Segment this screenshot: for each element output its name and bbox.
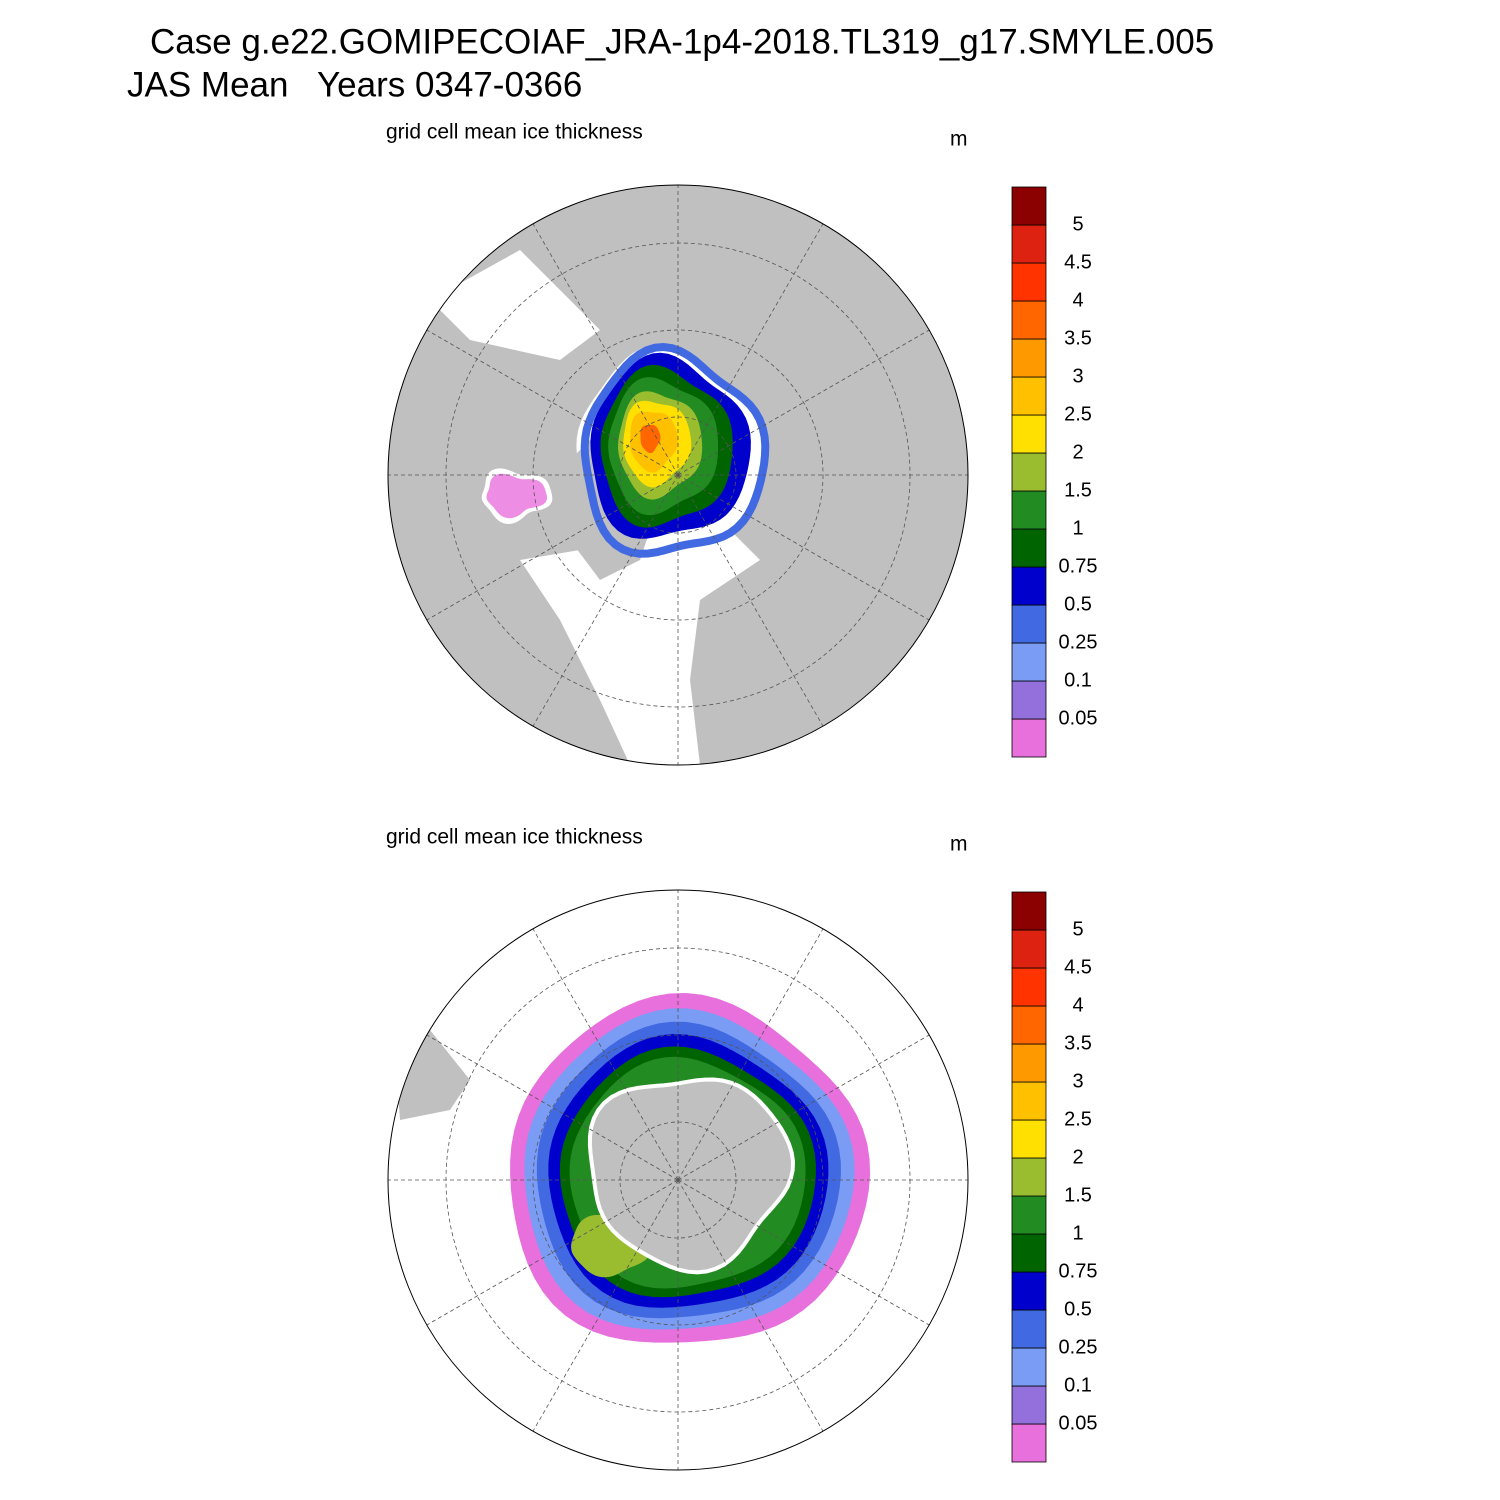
colorbar-box bbox=[1011, 680, 1047, 720]
graticule-meridian bbox=[532, 1179, 679, 1432]
colorbar-box bbox=[1011, 1385, 1047, 1425]
north-pacific bbox=[430, 250, 600, 360]
colorbar-label: 4.5 bbox=[1064, 956, 1092, 978]
units-label: m bbox=[950, 128, 968, 151]
colorbar-label: 0.05 bbox=[1059, 1412, 1098, 1434]
colorbar-label: 3 bbox=[1072, 1070, 1083, 1092]
map-body bbox=[388, 185, 968, 765]
colorbar-box bbox=[1011, 1423, 1047, 1463]
colorbar-box bbox=[1011, 1309, 1047, 1349]
colorbar-label: 3 bbox=[1072, 365, 1083, 387]
graticule-meridian bbox=[677, 1034, 930, 1181]
colorbar-label: 5 bbox=[1072, 918, 1083, 940]
colorbar-label: 4.5 bbox=[1064, 251, 1092, 273]
panel-title: grid cell mean ice thickness bbox=[386, 826, 643, 849]
colorbar-label: 3.5 bbox=[1064, 1032, 1092, 1054]
antarctica bbox=[587, 1077, 796, 1275]
colorbar-box bbox=[1011, 566, 1047, 606]
colorbar-box bbox=[1011, 186, 1047, 226]
colorbar-box bbox=[1011, 718, 1047, 758]
map bbox=[387, 889, 969, 1471]
colorbar-label: 0.1 bbox=[1064, 1374, 1092, 1396]
colorbar-label: 0.25 bbox=[1059, 631, 1098, 653]
colorbar-box bbox=[1011, 338, 1047, 378]
colorbar-box bbox=[1011, 224, 1047, 264]
graticule-parallel bbox=[445, 242, 911, 708]
graticule-meridian bbox=[426, 474, 679, 621]
graticule-meridian bbox=[532, 928, 679, 1181]
map-body bbox=[388, 890, 968, 1470]
graticule-parallel bbox=[619, 1121, 737, 1239]
colorbar-box bbox=[1011, 1195, 1047, 1235]
title-line-2: JAS Mean Years 0347-0366 bbox=[127, 65, 582, 104]
colorbar-label: 1.5 bbox=[1064, 479, 1092, 501]
graticule-meridian bbox=[426, 1034, 679, 1181]
colorbar-box bbox=[1011, 414, 1047, 454]
graticule-parallel bbox=[532, 329, 824, 621]
colorbar-label: 0.5 bbox=[1064, 593, 1092, 615]
colorbar-box bbox=[1011, 1347, 1047, 1387]
colorbar-label: 0.75 bbox=[1059, 1260, 1098, 1282]
colorbar-label: 1 bbox=[1072, 517, 1083, 539]
graticule-meridian bbox=[532, 474, 679, 727]
colorbar-label: 1.5 bbox=[1064, 1184, 1092, 1206]
colorbar-label: 2 bbox=[1072, 1146, 1083, 1168]
graticule-meridian bbox=[677, 1179, 930, 1326]
colorbar-label: 0.75 bbox=[1059, 555, 1098, 577]
colorbar-label: 2.5 bbox=[1064, 403, 1092, 425]
colorbar-label: 0.5 bbox=[1064, 1298, 1092, 1320]
map bbox=[387, 184, 969, 766]
graticule-meridian bbox=[532, 223, 679, 476]
colorbar-box bbox=[1011, 891, 1047, 931]
colorbar-label: 0.25 bbox=[1059, 1336, 1098, 1358]
colorbar-label: 5 bbox=[1072, 213, 1083, 235]
graticule-meridian bbox=[426, 329, 679, 476]
graticule-parallel bbox=[619, 416, 737, 534]
colorbar-label: 4 bbox=[1072, 289, 1083, 311]
ice-contour bbox=[640, 424, 661, 454]
graticule-parallel bbox=[445, 947, 911, 1413]
colorbar-box bbox=[1011, 528, 1047, 568]
colorbar-label: 3.5 bbox=[1064, 327, 1092, 349]
colorbar-box bbox=[1011, 604, 1047, 644]
colorbar-box bbox=[1011, 262, 1047, 302]
colorbar-box bbox=[1011, 1081, 1047, 1121]
ice-edge bbox=[580, 342, 770, 558]
colorbar-box bbox=[1011, 1157, 1047, 1197]
colorbar-box bbox=[1011, 300, 1047, 340]
colorbar-box bbox=[1011, 452, 1047, 492]
title-line-1: Case g.e22.GOMIPECOIAF_JRA-1p4-2018.TL31… bbox=[150, 22, 1214, 61]
colorbar-box bbox=[1011, 376, 1047, 416]
map-border bbox=[387, 184, 969, 766]
graticule-parallel bbox=[532, 1034, 824, 1326]
graticule-meridian bbox=[677, 474, 824, 727]
colorbar-box bbox=[1011, 1233, 1047, 1273]
hudson-ice bbox=[486, 473, 547, 519]
atlantic-ocean bbox=[520, 520, 760, 765]
colorbar-box bbox=[1011, 1119, 1047, 1159]
graticule-meridian bbox=[426, 1179, 679, 1326]
colorbar-label: 2 bbox=[1072, 441, 1083, 463]
colorbar-box bbox=[1011, 1271, 1047, 1311]
colorbar-box bbox=[1011, 929, 1047, 969]
graticule-meridian bbox=[677, 928, 824, 1181]
graticule-meridian bbox=[677, 223, 824, 476]
colorbar-box bbox=[1011, 490, 1047, 530]
colorbar-label: 1 bbox=[1072, 1222, 1083, 1244]
colorbar-box bbox=[1011, 1005, 1047, 1045]
colorbar-label: 2.5 bbox=[1064, 1108, 1092, 1130]
colorbar-box bbox=[1011, 967, 1047, 1007]
colorbar-label: 0.1 bbox=[1064, 669, 1092, 691]
colorbar-box bbox=[1011, 642, 1047, 682]
graticule-meridian bbox=[677, 329, 930, 476]
colorbar-label: 4 bbox=[1072, 994, 1083, 1016]
units-label: m bbox=[950, 833, 968, 856]
graticule-meridian bbox=[677, 1179, 824, 1432]
graticule-meridian bbox=[677, 474, 930, 621]
panel-title: grid cell mean ice thickness bbox=[386, 121, 643, 144]
colorbar-label: 0.05 bbox=[1059, 707, 1098, 729]
colorbar-box bbox=[1011, 1043, 1047, 1083]
map-border bbox=[387, 889, 969, 1471]
